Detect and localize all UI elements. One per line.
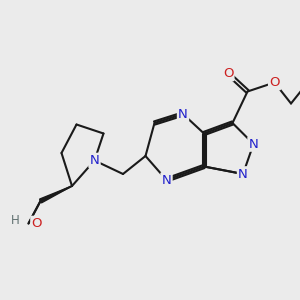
Text: N: N — [238, 167, 248, 181]
Polygon shape — [40, 186, 72, 203]
Text: O: O — [269, 76, 280, 89]
Text: N: N — [90, 154, 99, 167]
Text: N: N — [249, 137, 258, 151]
Text: O: O — [32, 217, 42, 230]
Text: N: N — [178, 107, 188, 121]
Text: H: H — [11, 214, 20, 227]
Text: O: O — [223, 67, 233, 80]
Text: N: N — [162, 173, 171, 187]
